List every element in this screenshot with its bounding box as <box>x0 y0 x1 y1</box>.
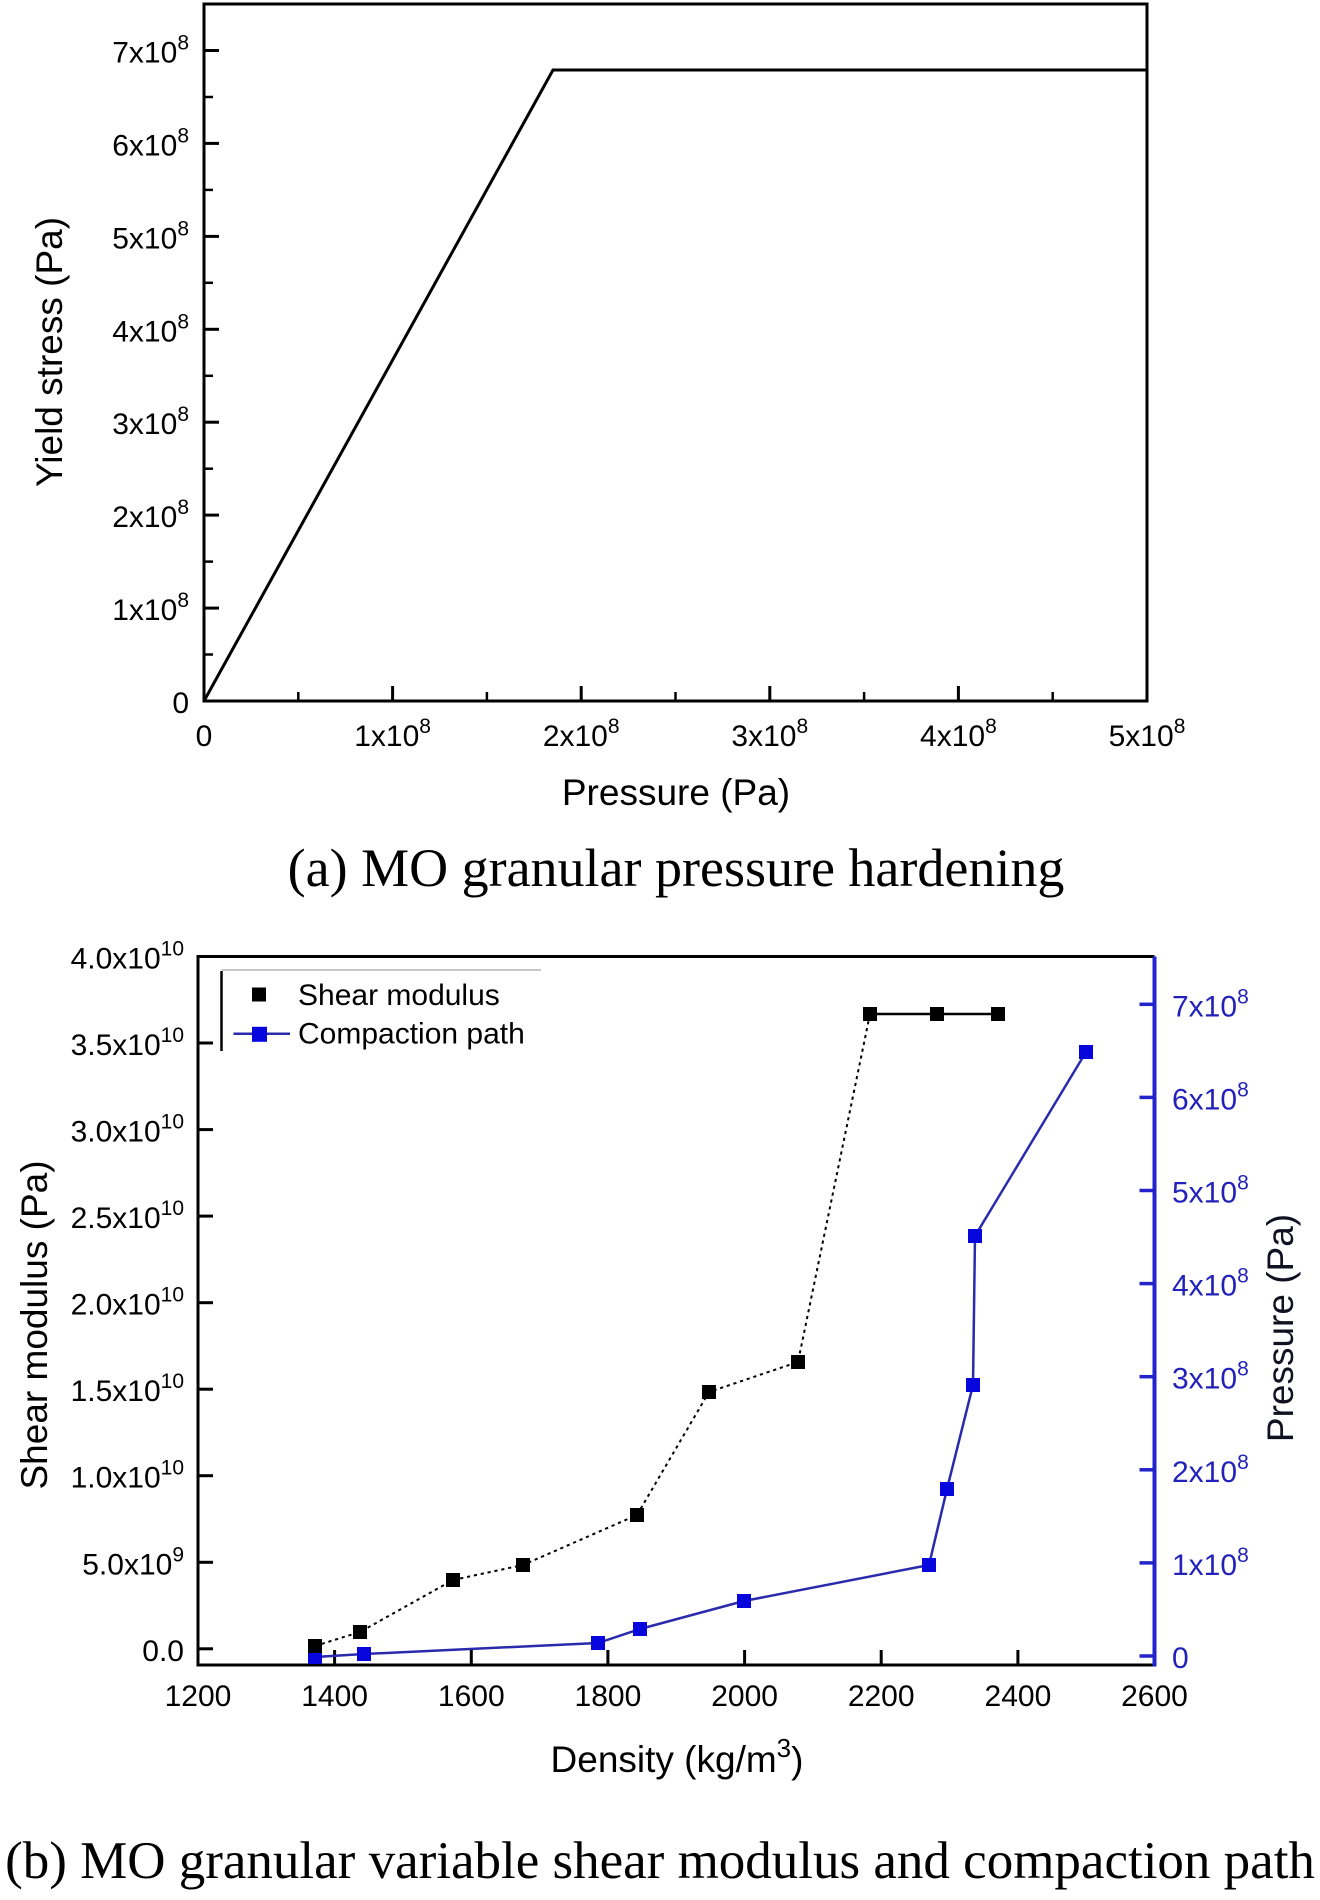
svg-text:3x108: 3x108 <box>112 403 189 441</box>
svg-text:2x108: 2x108 <box>1172 1451 1249 1489</box>
svg-text:6x108: 6x108 <box>1172 1078 1249 1116</box>
svg-text:5x108: 5x108 <box>112 217 189 255</box>
svg-text:0: 0 <box>1172 1642 1189 1675</box>
svg-text:1x108: 1x108 <box>1172 1544 1249 1582</box>
svg-text:5.0x109: 5.0x109 <box>82 1543 184 1581</box>
svg-text:Shear modulus (Pa): Shear modulus (Pa) <box>14 1160 55 1489</box>
svg-text:2x108: 2x108 <box>112 496 189 534</box>
svg-text:4x108: 4x108 <box>112 310 189 348</box>
svg-text:2000: 2000 <box>711 1680 778 1713</box>
svg-text:1x108: 1x108 <box>354 715 431 753</box>
svg-text:Pressure (Pa): Pressure (Pa) <box>1260 1214 1301 1442</box>
svg-text:4x108: 4x108 <box>920 715 997 753</box>
svg-text:Pressure (Pa): Pressure (Pa) <box>562 772 790 813</box>
svg-text:Shear modulus: Shear modulus <box>298 979 500 1012</box>
svg-text:1200: 1200 <box>165 1680 232 1713</box>
svg-text:1600: 1600 <box>438 1680 505 1713</box>
svg-text:7x108: 7x108 <box>112 32 189 70</box>
svg-text:2600: 2600 <box>1121 1680 1188 1713</box>
svg-text:1800: 1800 <box>575 1680 642 1713</box>
svg-text:0: 0 <box>196 720 213 753</box>
svg-text:1x108: 1x108 <box>112 589 189 627</box>
svg-text:5x108: 5x108 <box>1172 1172 1249 1210</box>
svg-text:2400: 2400 <box>985 1680 1052 1713</box>
svg-text:4x108: 4x108 <box>1172 1265 1249 1303</box>
svg-text:3x108: 3x108 <box>1172 1358 1249 1396</box>
svg-text:1400: 1400 <box>301 1680 368 1713</box>
svg-text:0: 0 <box>172 687 189 720</box>
svg-text:3.0x1010: 3.0x1010 <box>71 1111 184 1149</box>
svg-text:3x108: 3x108 <box>731 715 808 753</box>
svg-text:6x108: 6x108 <box>112 124 189 162</box>
svg-text:0.0: 0.0 <box>142 1635 184 1668</box>
svg-text:2200: 2200 <box>848 1680 915 1713</box>
svg-text:2x108: 2x108 <box>543 715 620 753</box>
svg-text:Density (kg/m3): Density (kg/m3) <box>551 1733 804 1781</box>
svg-text:7x108: 7x108 <box>1172 985 1249 1023</box>
svg-text:Compaction path: Compaction path <box>298 1018 525 1051</box>
svg-text:(b) MO granular variable shear: (b) MO granular variable shear modulus a… <box>5 1832 1315 1890</box>
svg-text:2.0x1010: 2.0x1010 <box>71 1284 184 1322</box>
svg-text:3.5x1010: 3.5x1010 <box>71 1024 184 1062</box>
svg-text:(a) MO granular pressure harde: (a) MO granular pressure hardening <box>288 838 1065 898</box>
svg-text:5x108: 5x108 <box>1109 715 1186 753</box>
svg-text:Yield stress (Pa): Yield stress (Pa) <box>29 217 70 487</box>
